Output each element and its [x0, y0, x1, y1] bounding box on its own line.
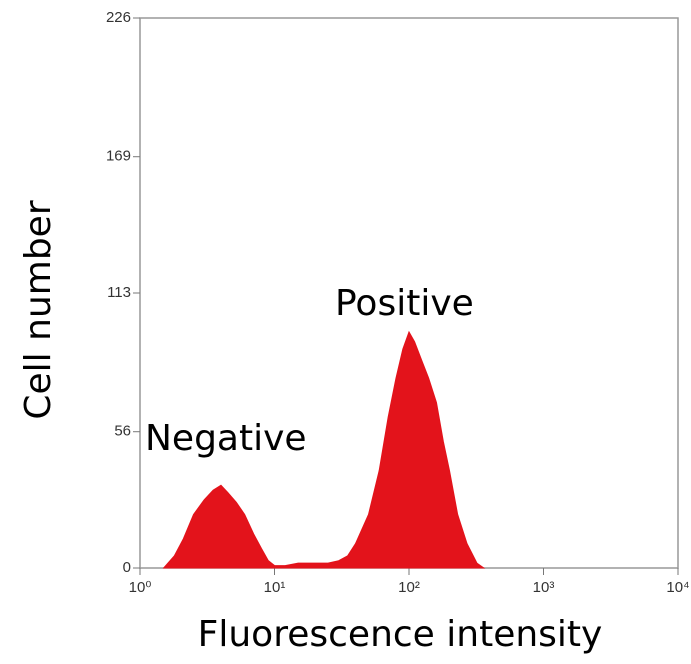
y-tick-label: 56	[114, 423, 131, 440]
x-tick-label: 10⁰	[129, 579, 152, 596]
annotation: Negative	[145, 418, 307, 459]
x-axis-label: Fluorescence intensity	[198, 614, 603, 655]
annotation: Positive	[335, 283, 474, 324]
x-tick-label: 10¹	[264, 579, 286, 596]
histogram-area	[162, 330, 486, 569]
y-tick-label: 226	[106, 9, 131, 26]
y-axis-label: Cell number	[18, 200, 59, 419]
y-tick-label: 0	[123, 559, 131, 576]
y-tick-label: 169	[106, 148, 131, 165]
x-tick-label: 10⁴	[666, 579, 689, 596]
x-tick-label: 10²	[398, 579, 420, 596]
y-tick-label: 113	[107, 284, 131, 301]
x-tick-label: 10³	[533, 579, 555, 596]
